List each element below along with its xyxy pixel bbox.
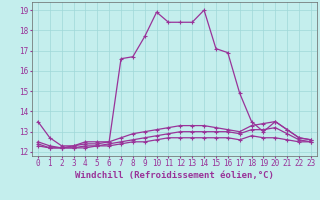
X-axis label: Windchill (Refroidissement éolien,°C): Windchill (Refroidissement éolien,°C): [75, 171, 274, 180]
